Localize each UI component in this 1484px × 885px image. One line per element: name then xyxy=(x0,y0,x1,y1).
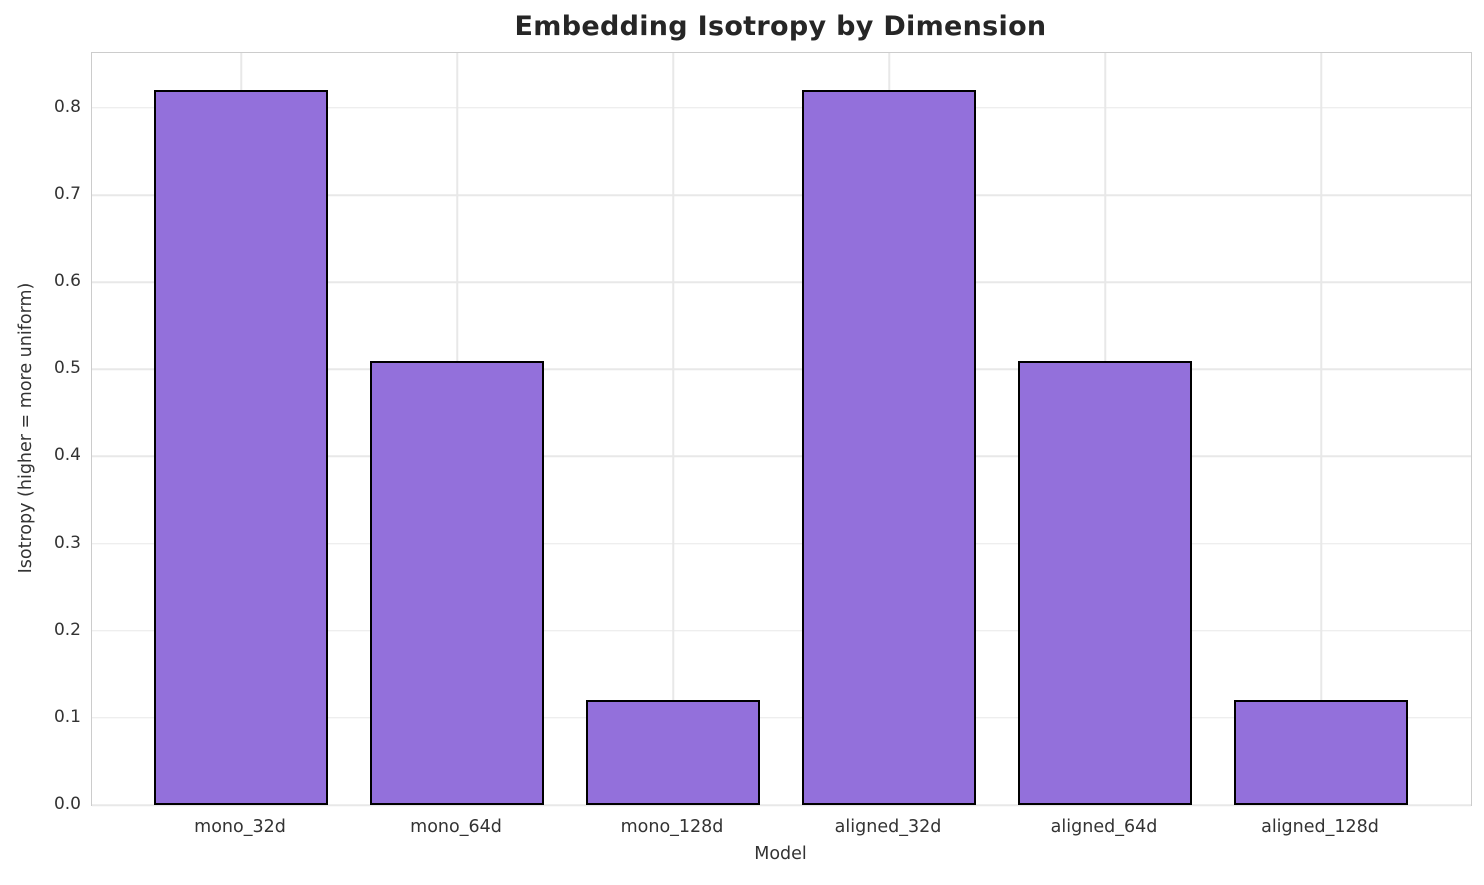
chart-title: Embedding Isotropy by Dimension xyxy=(514,11,1047,42)
y-tick-label: 0.3 xyxy=(53,532,81,553)
y-gridline xyxy=(92,368,1471,371)
x-tick-label: mono_128d xyxy=(620,817,724,837)
y-gridline xyxy=(92,542,1471,545)
y-tick-label: 0.6 xyxy=(53,271,81,292)
y-tick-label: 0.4 xyxy=(53,445,81,466)
bar-mono_128d xyxy=(586,700,760,805)
bar-aligned_128d xyxy=(1234,700,1408,805)
y-tick-label: 0.2 xyxy=(53,619,81,640)
plot-area xyxy=(91,52,1472,806)
y-gridline xyxy=(92,717,1471,719)
y-axis-label: Isotropy (higher = more uniform) xyxy=(16,282,36,574)
y-gridline xyxy=(92,629,1471,632)
bar-mono_32d xyxy=(154,90,328,805)
y-tick-label: 0.8 xyxy=(53,96,81,117)
y-tick-label: 0.1 xyxy=(53,706,81,727)
y-gridline xyxy=(92,804,1471,806)
y-gridline xyxy=(92,455,1471,458)
y-tick-label: 0.7 xyxy=(53,184,81,205)
bar-aligned_32d xyxy=(802,90,976,805)
x-tick-label: mono_64d xyxy=(410,817,502,837)
y-gridline xyxy=(92,194,1471,196)
y-tick-label: 0.5 xyxy=(53,358,81,379)
x-tick-label: aligned_64d xyxy=(1050,817,1158,837)
y-gridline xyxy=(92,281,1471,283)
x-gridline xyxy=(1320,53,1322,805)
bar-mono_64d xyxy=(370,360,544,805)
x-tick-label: aligned_32d xyxy=(834,817,942,837)
x-axis-label: Model xyxy=(754,844,807,864)
y-tick-label: 0.0 xyxy=(53,794,81,814)
bar-aligned_64d xyxy=(1018,360,1192,805)
x-tick-label: aligned_128d xyxy=(1261,817,1379,837)
x-tick-label: mono_32d xyxy=(194,817,286,837)
x-gridline xyxy=(672,53,674,805)
y-gridline xyxy=(92,107,1471,109)
